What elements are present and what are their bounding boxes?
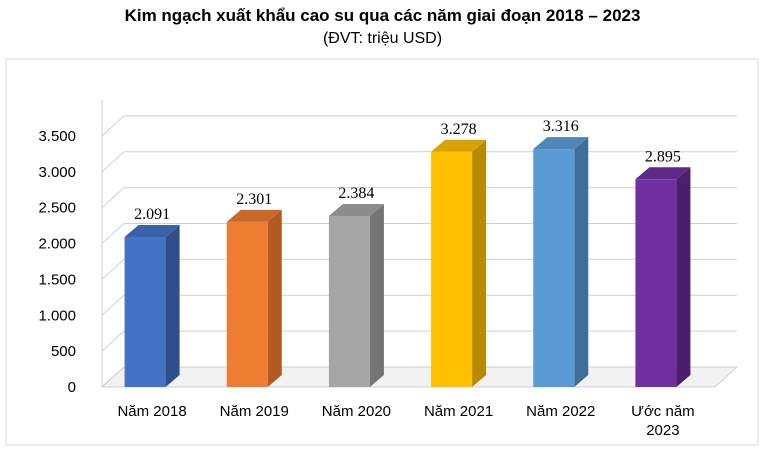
bar bbox=[635, 167, 691, 387]
gridline-side bbox=[101, 259, 125, 280]
bar bbox=[226, 209, 282, 387]
x-tick-label: Năm 2019 bbox=[220, 403, 289, 420]
bar-side bbox=[574, 137, 589, 387]
y-tick-label: 3.000 bbox=[38, 164, 76, 181]
y-tick-label: 2.000 bbox=[38, 236, 76, 253]
bars bbox=[124, 137, 691, 387]
gridline-side bbox=[101, 223, 125, 244]
bar-top bbox=[226, 209, 282, 222]
bar-front bbox=[328, 215, 370, 387]
data-label: 3.278 bbox=[441, 121, 477, 138]
bar-front bbox=[124, 236, 166, 387]
bar-side bbox=[472, 139, 487, 387]
y-tick-label: 0 bbox=[68, 379, 76, 396]
bar-front bbox=[533, 149, 575, 387]
x-tick-label: Năm 2020 bbox=[322, 403, 391, 420]
chart-frame bbox=[5, 58, 759, 446]
bar bbox=[533, 137, 589, 387]
data-label: 2.301 bbox=[236, 191, 272, 208]
gridline-side bbox=[101, 151, 125, 173]
chart-title: Kim ngạch xuất khẩu cao su qua các năm g… bbox=[124, 6, 641, 25]
x-tick-label: Ước năm 2023 bbox=[631, 403, 695, 439]
y-tick-label: 1.000 bbox=[38, 307, 76, 324]
data-label: 2.091 bbox=[134, 206, 170, 223]
bar bbox=[431, 139, 487, 387]
bar-side bbox=[165, 224, 180, 387]
bar-front bbox=[431, 151, 473, 387]
x-axis: Năm 2018 Năm 2019 Năm 2020 Năm 2021 Năm 2022… bbox=[117, 403, 694, 439]
data-labels: 2.091 2.301 2.384 3.278 3.316 2.895 bbox=[134, 118, 681, 223]
gridline-side bbox=[101, 115, 125, 137]
bar-top bbox=[328, 203, 384, 216]
data-label: 2.384 bbox=[338, 185, 374, 202]
bar-front bbox=[635, 179, 677, 387]
gridlines bbox=[101, 115, 737, 388]
bar bbox=[124, 224, 180, 387]
bar-top bbox=[124, 224, 180, 237]
chart-subtitle: (ĐVT: triệu USD) bbox=[322, 30, 443, 47]
data-label: 3.316 bbox=[543, 118, 579, 135]
x-tick-label: Năm 2022 bbox=[526, 403, 595, 420]
bar-top bbox=[635, 167, 691, 180]
bar-top bbox=[533, 137, 589, 150]
bar-side bbox=[676, 167, 691, 387]
x-tick-label: Năm 2021 bbox=[424, 403, 493, 420]
gridline-side bbox=[101, 187, 125, 208]
bar-front bbox=[226, 221, 268, 387]
bar-side bbox=[369, 203, 384, 387]
gridline-side bbox=[101, 294, 125, 316]
y-axis: 0 500 1.000 1.500 2.000 2.500 3.000 3.500 bbox=[38, 128, 76, 396]
x-tick-label: Năm 2018 bbox=[117, 403, 186, 420]
bar-top bbox=[431, 139, 487, 152]
y-tick-label: 2.500 bbox=[38, 200, 76, 217]
y-tick-label: 3.500 bbox=[38, 128, 76, 145]
gridline-side bbox=[101, 330, 125, 352]
y-tick-label: 1.500 bbox=[38, 271, 76, 288]
y-tick-label: 500 bbox=[51, 343, 76, 360]
bar-side bbox=[267, 209, 282, 387]
bar bbox=[328, 203, 384, 387]
gridline-side bbox=[101, 366, 125, 388]
data-label: 2.895 bbox=[645, 148, 681, 165]
